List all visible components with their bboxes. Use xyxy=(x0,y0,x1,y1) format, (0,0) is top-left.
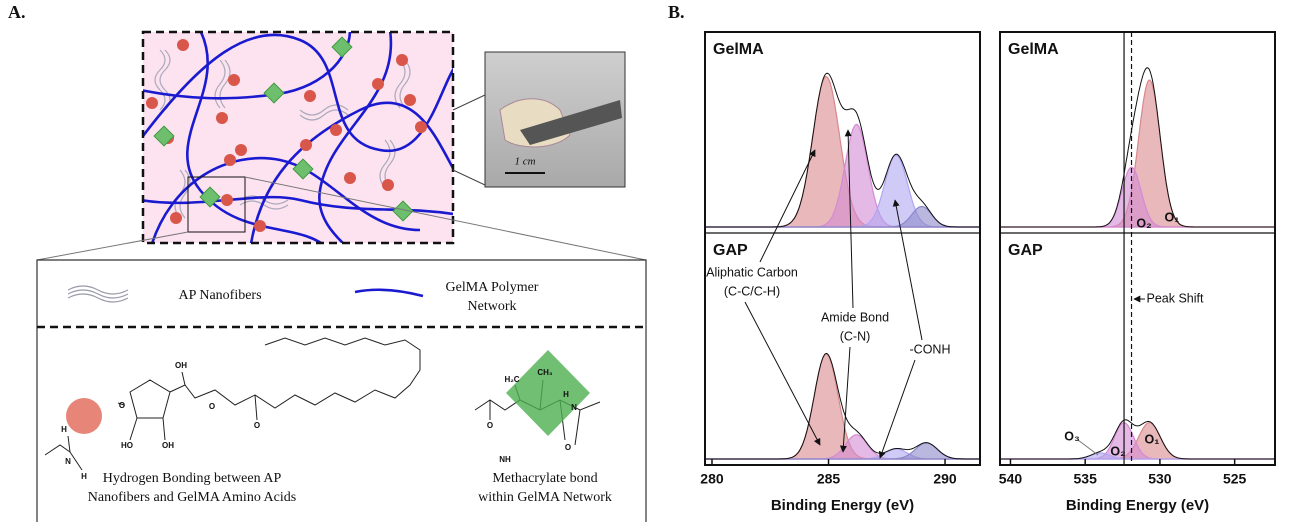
atom-label: OH xyxy=(175,361,187,370)
scale-bar-label: 1 cm xyxy=(514,156,535,168)
legend-label: AP Nanofibers xyxy=(178,288,261,303)
atom-label: NH xyxy=(499,455,511,464)
atom-label: O xyxy=(209,402,215,411)
legend-label: GelMA Polymer xyxy=(446,280,539,295)
annotation: O₂ xyxy=(1136,216,1151,230)
atom-label: H xyxy=(61,425,67,434)
x-tick-label: 530 xyxy=(1148,471,1172,487)
caption: Hydrogen Bonding between AP xyxy=(103,471,282,486)
annotation: Amide Bond xyxy=(821,310,889,324)
page: {"panel_labels":["A.","B."], "panel_a":{… xyxy=(0,0,1290,522)
atom-label: O xyxy=(565,443,571,452)
atom-label: OH xyxy=(162,441,174,450)
legend-label: Network xyxy=(468,299,517,314)
atom-label: O xyxy=(119,401,125,410)
panel-title: GAP xyxy=(1008,242,1043,259)
x-tick-label: 540 xyxy=(999,471,1023,487)
leader xyxy=(1078,440,1098,455)
annotation: O₁ xyxy=(1165,210,1180,224)
peak xyxy=(705,124,980,227)
atom-label: CH₃ xyxy=(537,368,553,377)
caption: within GelMA Network xyxy=(478,490,612,505)
atom-label: N xyxy=(571,403,577,412)
annotation: (C-C/C-H) xyxy=(724,284,780,298)
annotation: (C-N) xyxy=(840,329,871,343)
panel-label: A. xyxy=(8,2,26,22)
atom-label: HO xyxy=(121,441,133,450)
annotation: O₂ xyxy=(1110,444,1125,458)
x-tick-label: 525 xyxy=(1223,471,1247,487)
x-tick-label: 285 xyxy=(817,471,841,487)
figure: A. B. 1 cm AP Nanofibers GelMA Polymer N… xyxy=(0,0,1290,522)
annotation: Peak Shift xyxy=(1147,291,1205,305)
annotation: O₁ xyxy=(1145,432,1160,446)
panel-title: GAP xyxy=(713,242,748,259)
atom-label: N xyxy=(65,457,71,466)
photo: 1 cm xyxy=(485,52,625,187)
atom-label: H₂C xyxy=(504,375,519,384)
atom-label: O xyxy=(254,421,260,430)
caption: Nanofibers and GelMA Amino Acids xyxy=(88,490,296,505)
arrows xyxy=(745,130,1145,458)
x-tick-label: 535 xyxy=(1074,471,1098,487)
chart: GelMA GAP 540 535 530 525 Binding Energy (eV) xyxy=(999,32,1275,514)
panel-label: B. xyxy=(668,2,685,22)
x-axis-title: Binding Energy (eV) xyxy=(1066,497,1209,514)
caption: Methacrylate bond xyxy=(492,471,597,486)
atom-label: H xyxy=(81,472,87,481)
atom-label: O xyxy=(487,421,493,430)
annotation: Aliphatic Carbon xyxy=(706,265,798,279)
annotation: -CONH xyxy=(910,342,951,356)
x-tick-label: 290 xyxy=(933,471,957,487)
annotation: O₃ xyxy=(1064,429,1080,443)
panel-title: GelMA xyxy=(713,41,764,58)
atom-label: H xyxy=(563,390,569,399)
x-axis-title: Binding Energy (eV) xyxy=(771,497,914,514)
panel-title: GelMA xyxy=(1008,41,1059,58)
x-tick-label: 280 xyxy=(700,471,724,487)
